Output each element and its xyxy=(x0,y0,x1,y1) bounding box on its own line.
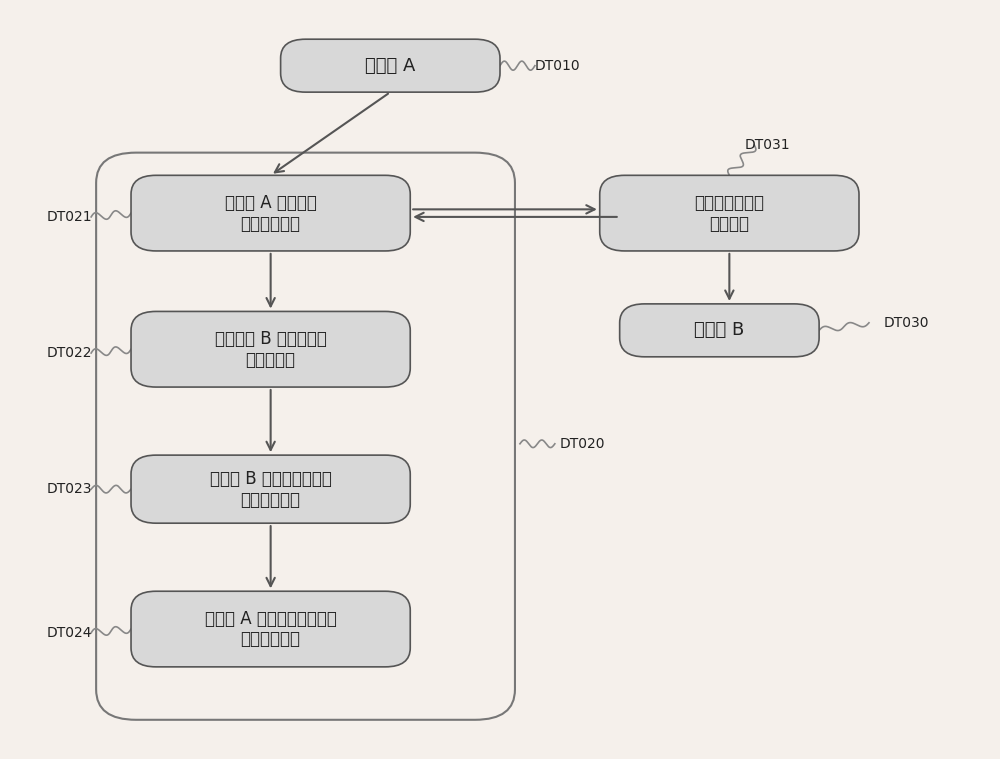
Text: DT022: DT022 xyxy=(46,346,92,360)
Text: 从数据端 B 中选择需要
上传的数据: 从数据端 B 中选择需要 上传的数据 xyxy=(215,330,327,369)
Text: 数据端 A 通过数据传输连接
媒介下载数据: 数据端 A 通过数据传输连接 媒介下载数据 xyxy=(205,609,337,648)
Text: 数据端 B 向数据传输连接
媒介上传数据: 数据端 B 向数据传输连接 媒介上传数据 xyxy=(210,470,332,509)
FancyBboxPatch shape xyxy=(131,455,410,523)
Text: 数据端 B: 数据端 B xyxy=(694,321,745,339)
Text: 数据端 A: 数据端 A xyxy=(365,57,415,74)
FancyBboxPatch shape xyxy=(281,39,500,92)
Text: DT031: DT031 xyxy=(744,138,790,152)
Text: DT024: DT024 xyxy=(46,626,92,640)
Text: DT023: DT023 xyxy=(46,482,92,496)
FancyBboxPatch shape xyxy=(131,591,410,667)
FancyBboxPatch shape xyxy=(620,304,819,357)
Text: DT010: DT010 xyxy=(535,58,581,73)
Text: DT021: DT021 xyxy=(46,210,92,224)
FancyBboxPatch shape xyxy=(131,175,410,251)
Text: 数据端 A 登录数据
传输连接媒介: 数据端 A 登录数据 传输连接媒介 xyxy=(225,194,317,232)
FancyBboxPatch shape xyxy=(131,311,410,387)
FancyBboxPatch shape xyxy=(600,175,859,251)
Text: 扫描数字对象识
别符登录: 扫描数字对象识 别符登录 xyxy=(694,194,764,232)
Text: DT030: DT030 xyxy=(884,316,929,329)
Text: DT020: DT020 xyxy=(560,436,605,451)
